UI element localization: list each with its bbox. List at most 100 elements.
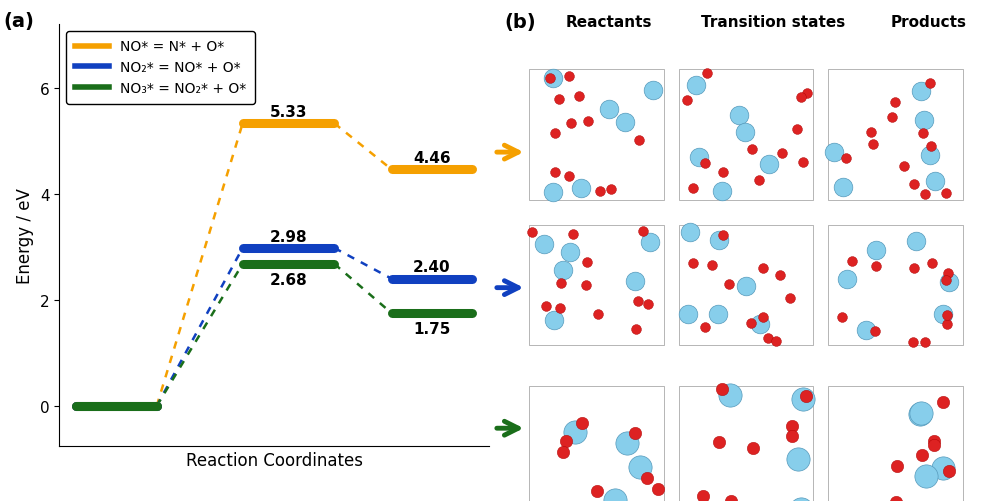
Point [629, 297, 645, 305]
Point [936, 398, 951, 406]
Text: 4.46: 4.46 [413, 151, 451, 166]
Point [922, 80, 938, 88]
Point [868, 246, 884, 255]
Point [632, 463, 648, 471]
Point [628, 325, 644, 333]
Bar [679, 225, 813, 346]
Point [914, 451, 930, 459]
Point [794, 395, 810, 403]
Point [679, 97, 695, 105]
Point [558, 437, 574, 445]
Point [866, 328, 882, 336]
Point [914, 88, 930, 96]
Point [864, 128, 879, 136]
Point [865, 140, 881, 148]
Point [917, 339, 933, 347]
Point [691, 154, 706, 162]
Point [578, 282, 594, 290]
Point [698, 160, 713, 168]
Point [752, 321, 768, 329]
Text: 5.33: 5.33 [270, 105, 307, 120]
Point [547, 169, 563, 177]
Point [547, 129, 563, 137]
Point [589, 487, 605, 495]
Point [835, 184, 851, 192]
Point [525, 228, 540, 236]
Point [746, 444, 762, 452]
Point [552, 305, 568, 313]
Point [926, 441, 942, 449]
Point [889, 462, 905, 470]
Point [924, 260, 940, 268]
Point [644, 87, 660, 95]
Point [704, 261, 720, 269]
Text: 2.98: 2.98 [270, 229, 307, 244]
Point [721, 280, 737, 288]
Point [756, 265, 772, 273]
Point [884, 114, 900, 122]
Point [938, 190, 953, 198]
Point [603, 186, 618, 194]
Point [711, 236, 727, 244]
Point [626, 429, 642, 437]
Point [782, 295, 797, 303]
Point [565, 230, 581, 238]
Point [938, 276, 953, 284]
Point [906, 180, 922, 188]
Point [545, 189, 561, 197]
Point [918, 191, 934, 199]
Point [723, 497, 739, 501]
Point [545, 75, 561, 83]
Point [923, 142, 939, 150]
Point [698, 323, 713, 331]
Point [783, 422, 799, 430]
Point [551, 96, 567, 104]
Point [635, 227, 651, 235]
Point [795, 159, 811, 167]
Point [571, 93, 587, 101]
Point [789, 126, 805, 134]
Point [731, 112, 747, 120]
Bar [679, 70, 813, 200]
Point [798, 392, 814, 400]
Bar [828, 70, 963, 200]
Point [737, 129, 753, 137]
Point [562, 248, 578, 256]
Point [918, 472, 934, 480]
Text: Transition states: Transition states [701, 15, 846, 30]
Point [699, 70, 714, 78]
Point [618, 119, 633, 127]
Point [592, 188, 608, 196]
Legend: NO* = N* + O*, NO₂* = NO* + O*, NO₃* = NO₂* + O*: NO* = N* + O*, NO₂* = NO* + O*, NO₃* = N… [66, 32, 255, 104]
Point [768, 337, 783, 345]
Point [912, 410, 928, 418]
Point [580, 118, 596, 126]
Point [913, 410, 929, 418]
Y-axis label: Energy / eV: Energy / eV [16, 188, 35, 283]
Point [789, 455, 805, 463]
Point [940, 312, 955, 320]
Point [715, 169, 731, 177]
Point [942, 467, 957, 475]
Point [590, 310, 606, 318]
Point [834, 313, 850, 321]
Point [772, 271, 787, 279]
Point [619, 439, 635, 447]
Point [639, 474, 655, 482]
Point [579, 258, 595, 266]
Point [940, 270, 955, 278]
Point [887, 99, 903, 107]
Point [941, 278, 956, 286]
Point [607, 496, 622, 501]
Bar [828, 386, 963, 501]
Point [858, 327, 873, 335]
Point [840, 276, 856, 284]
Point [844, 257, 860, 265]
Point [601, 106, 617, 114]
Point [908, 238, 924, 246]
Point [555, 448, 571, 456]
Point [575, 419, 591, 427]
Point [792, 93, 808, 101]
Text: (a): (a) [3, 13, 35, 32]
Point [738, 283, 754, 291]
